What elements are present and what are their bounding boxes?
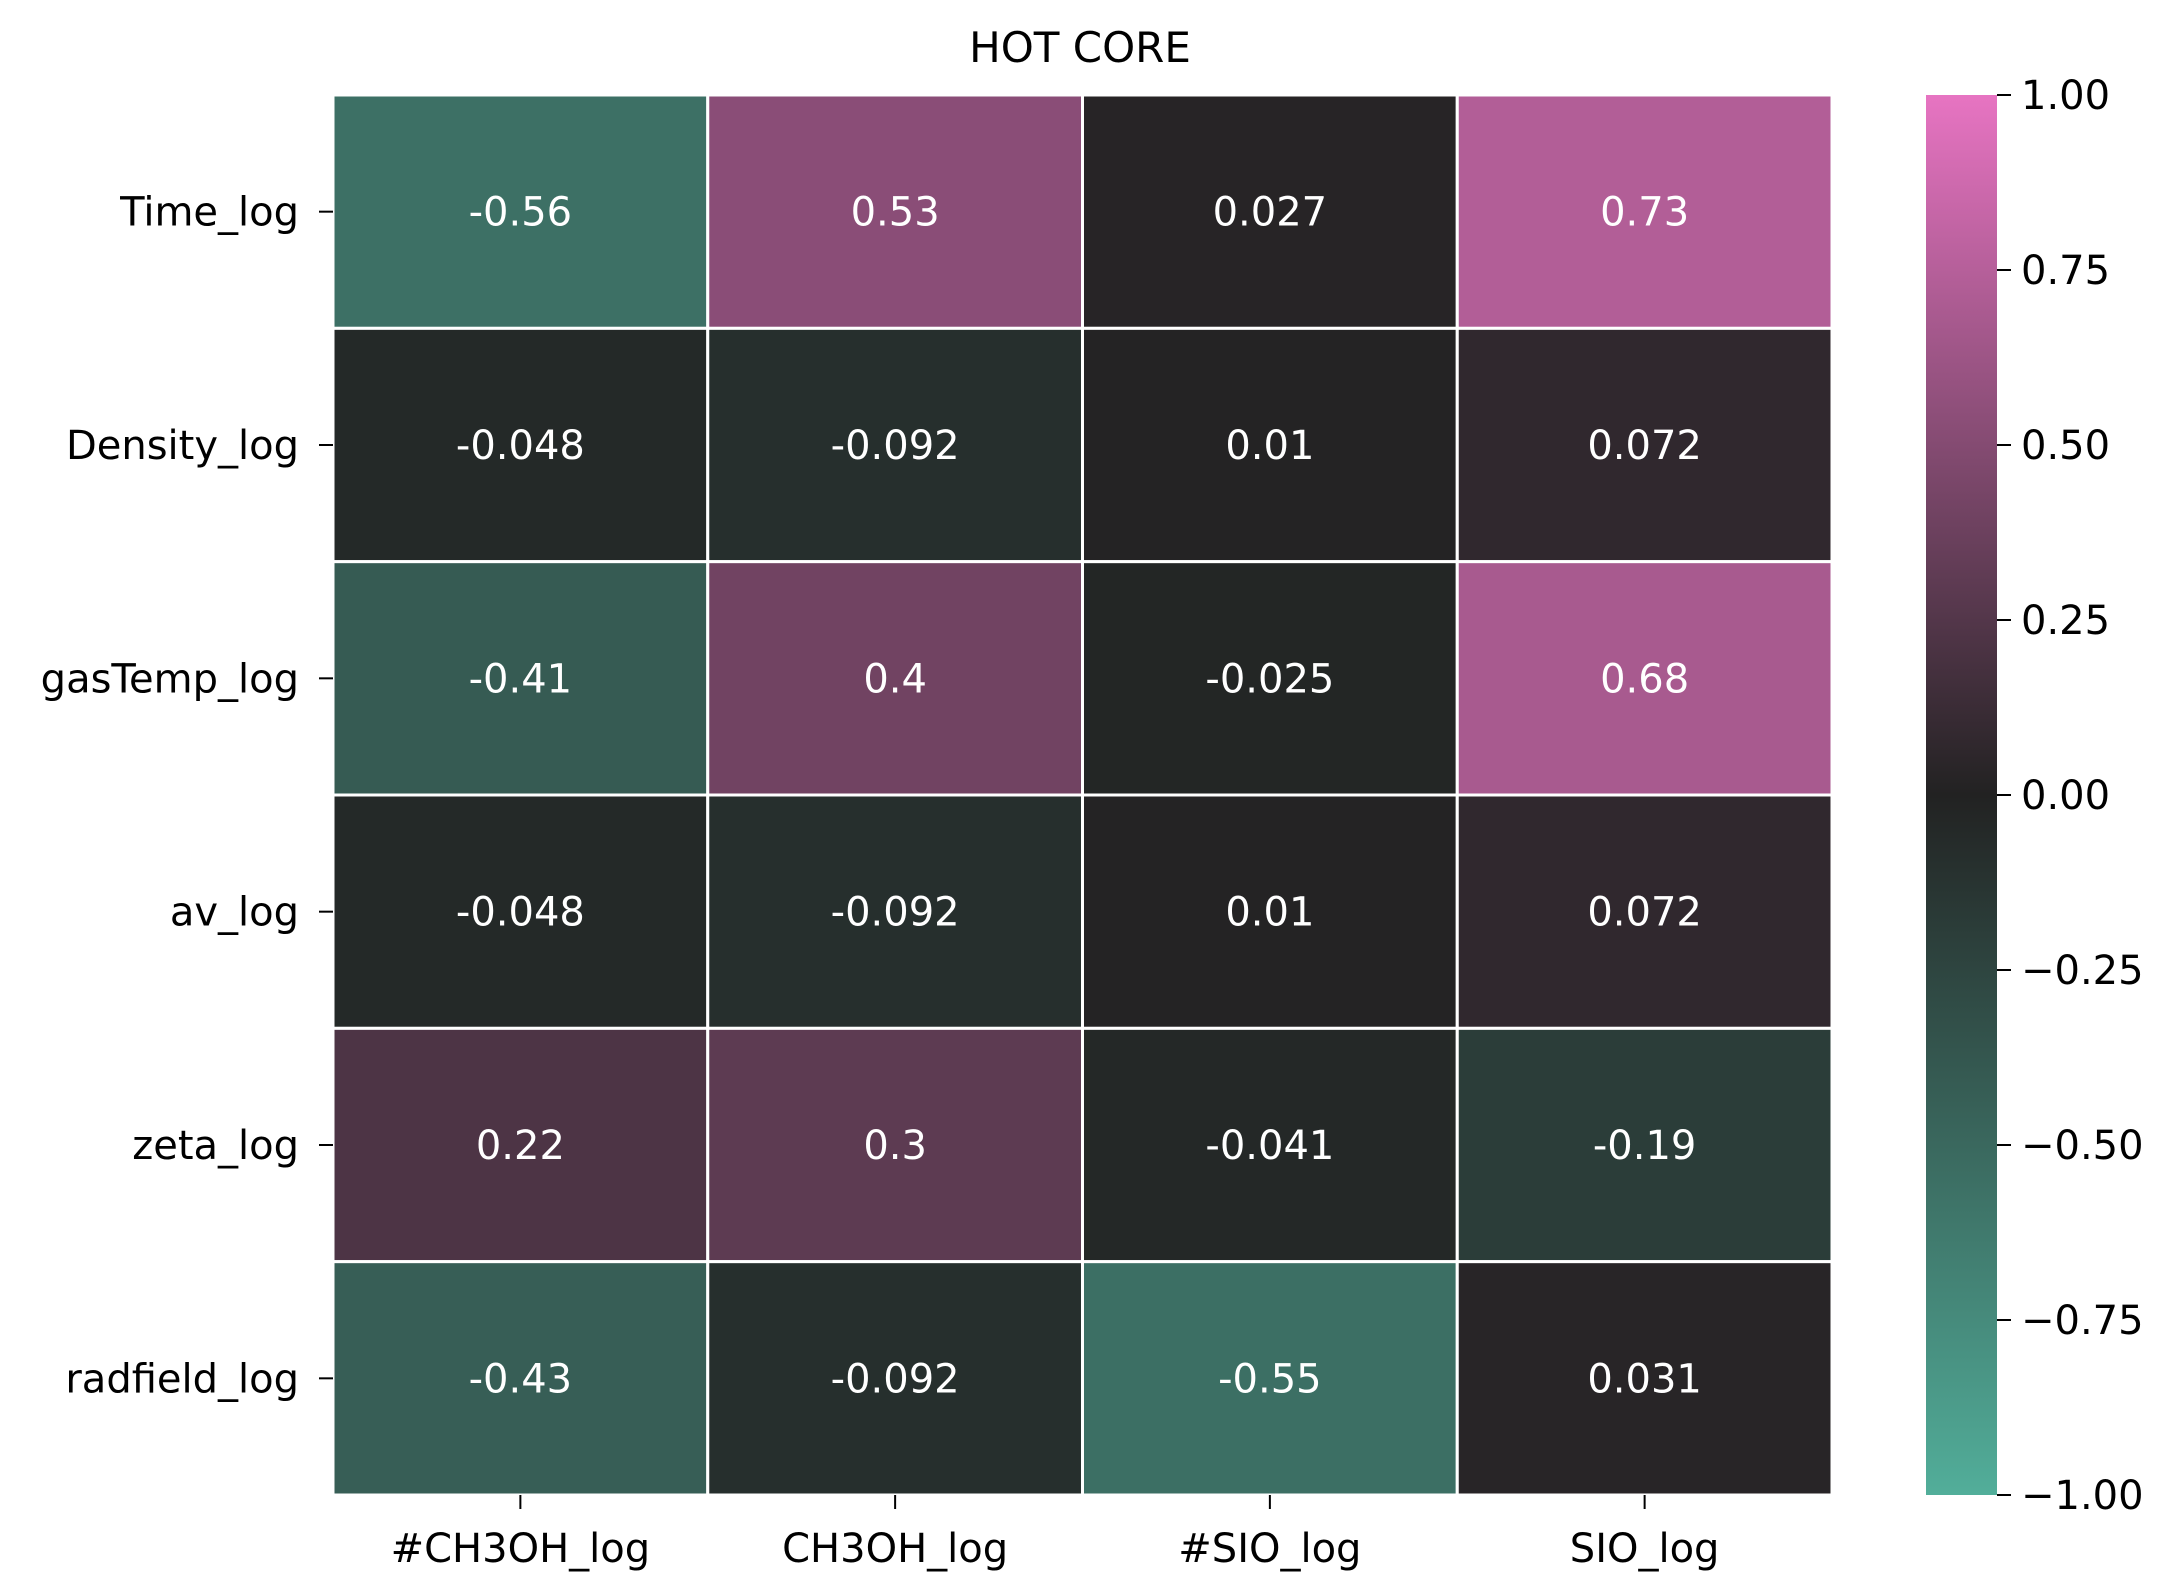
cell-value-label: 0.072 [1587, 890, 1702, 936]
row-label: zeta_log [132, 1123, 299, 1169]
cell-value-label: 0.3 [863, 1123, 927, 1169]
cell-value-label: 0.072 [1587, 423, 1702, 469]
heatmap-cell [1455, 326, 1834, 564]
column-label: SIO_log [1570, 1526, 1720, 1572]
row-labels: Time_log Density_log gasTemp_log av_logzeta… [41, 190, 333, 1402]
cell-value-label: -0.092 [831, 423, 960, 469]
chart-title: HOT CORE [969, 23, 1191, 72]
colorbar-tick-label: 0.25 [2021, 598, 2110, 644]
colorbar-tick-label: −0.50 [2021, 1123, 2144, 1169]
heatmap-cell [706, 560, 1084, 797]
colorbar [1926, 95, 1997, 1495]
heatmap-cell [706, 1260, 1084, 1497]
heatmap-cell [706, 93, 1084, 330]
column-label: CH3OH_log [782, 1526, 1008, 1572]
heatmap-cell [1081, 793, 1459, 1030]
cell-value-label: 0.01 [1225, 890, 1314, 936]
heatmap-cell [1081, 93, 1459, 330]
colorbar-tick-label: 1.00 [2021, 73, 2110, 119]
heatmap-cell [1455, 93, 1834, 330]
cell-value-label: 0.4 [863, 656, 927, 702]
colorbar-tick-label: 0.50 [2021, 423, 2110, 469]
heatmap-cell [1081, 1260, 1459, 1497]
cell-value-label: -0.092 [831, 1356, 960, 1402]
cell-value-label: 0.53 [851, 190, 940, 236]
cell-value-label: -0.43 [469, 1356, 573, 1402]
row-label: av_log [170, 890, 299, 936]
cell-value-label: 0.68 [1600, 656, 1689, 702]
heatmap-cell [331, 1260, 710, 1497]
heatmap-cell [1455, 1260, 1834, 1497]
heatmap-cell [331, 1026, 710, 1264]
colorbar-tick-label: −0.25 [2021, 948, 2144, 994]
row-label: gasTemp_log [41, 656, 299, 702]
heatmap-cell [706, 1026, 1084, 1264]
heatmap-cell [1455, 1026, 1834, 1264]
row-label: radfield_log [65, 1356, 299, 1402]
colorbar-ticks: 1.00 0.75 0.50 0.25 0.00 −0.25 −0.50 −0.75 −1.00 [1997, 73, 2144, 1519]
cell-value-label: -0.092 [831, 890, 960, 936]
cell-value-label: -0.56 [469, 190, 573, 236]
row-label: Time_log [119, 190, 299, 236]
heatmap-cell [1455, 560, 1834, 797]
cell-value-label: -0.55 [1218, 1356, 1322, 1402]
cell-value-label: -0.041 [1205, 1123, 1334, 1169]
cell-value-label: -0.048 [456, 890, 585, 936]
colorbar-tick-label: 0.75 [2021, 248, 2110, 294]
heatmap-cell [331, 326, 710, 564]
cell-value-label: -0.048 [456, 423, 585, 469]
cell-value-label: 0.01 [1225, 423, 1314, 469]
colorbar-tick-label: 0.00 [2021, 773, 2110, 819]
heatmap-cells: -0.56 0.53 0.027 0.73 -0.048 -0.092 0.01 0.072 -… [331, 93, 1834, 1497]
heatmap-cell [331, 93, 710, 330]
cell-value-label: -0.19 [1593, 1123, 1697, 1169]
heatmap-cell [706, 326, 1084, 564]
heatmap-cell [1455, 793, 1834, 1030]
column-label: #SIO_log [1178, 1526, 1361, 1572]
cell-value-label: 0.027 [1213, 190, 1328, 236]
cell-value-label: 0.73 [1600, 190, 1689, 236]
heatmap-cell [1081, 1026, 1459, 1264]
colorbar-tick-label: −1.00 [2021, 1473, 2144, 1519]
heatmap-cell [706, 793, 1084, 1030]
column-labels: #CH3OH_log CH3OH_log #SIO_log SIO_log [391, 1495, 1720, 1572]
cell-value-label: -0.025 [1205, 656, 1334, 702]
cell-value-label: 0.031 [1587, 1356, 1702, 1402]
column-label: #CH3OH_log [391, 1526, 651, 1572]
row-label: Density_log [66, 423, 299, 469]
cell-value-label: -0.41 [469, 656, 573, 702]
heatmap-cell [331, 793, 710, 1030]
cell-value-label: 0.22 [476, 1123, 565, 1169]
colorbar-tick-label: −0.75 [2021, 1298, 2144, 1344]
